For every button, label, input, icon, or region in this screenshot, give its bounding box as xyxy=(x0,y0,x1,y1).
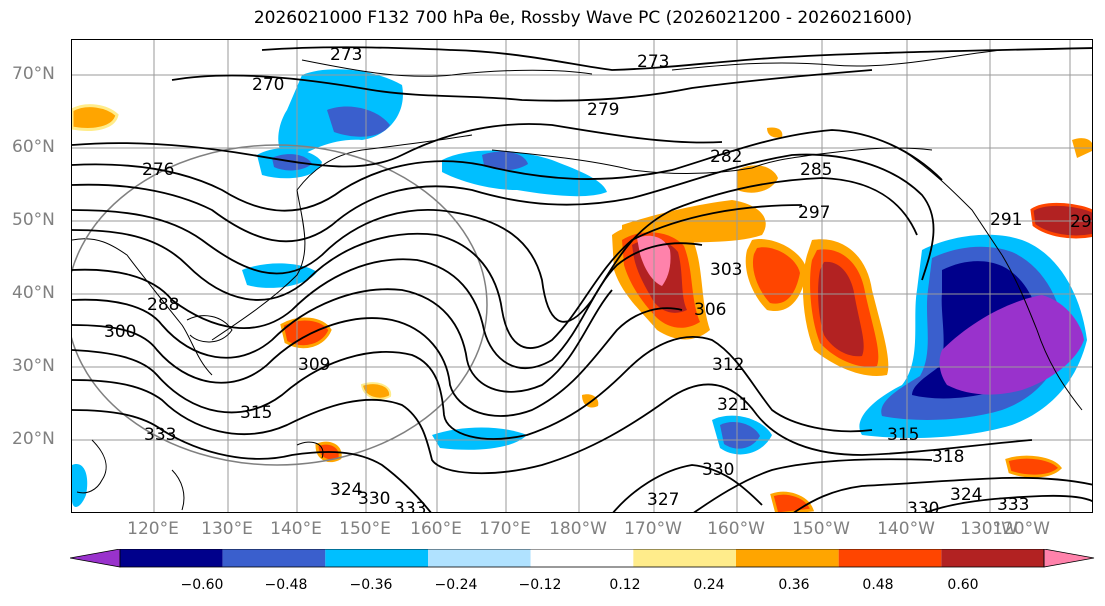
map-title: 2026021000 F132 700 hPa θe, Rossby Wave … xyxy=(253,8,913,28)
coastlines xyxy=(72,49,1083,511)
lon-label-170w: 170°W xyxy=(624,519,682,539)
contour-label: 273 xyxy=(330,45,362,65)
colorbar-extend-low xyxy=(70,549,121,568)
lat-label-20n: 20°N xyxy=(12,429,55,449)
colorbar-tick: 0.60 xyxy=(947,577,979,593)
lat-label-60n: 60°N xyxy=(12,137,55,157)
lon-label-170e: 170°E xyxy=(479,519,531,539)
colorbar-bin xyxy=(736,549,839,567)
contour-label: 309 xyxy=(298,355,330,375)
colorbar-bin xyxy=(530,549,634,567)
contour-label: 324 xyxy=(330,480,362,500)
contour-label: 330 xyxy=(358,489,390,509)
contour-label: 306 xyxy=(694,300,726,320)
colorbar xyxy=(70,549,1095,568)
lon-label-160e: 160°E xyxy=(410,519,462,539)
lon-label-150e: 150°E xyxy=(339,519,391,539)
map-panel: 273 273 270 279 276 282 285 297 288 300 … xyxy=(71,39,1093,513)
colorbar-bin xyxy=(633,549,736,567)
lon-label-130e: 130°E xyxy=(201,519,253,539)
colorbar-extend-high xyxy=(1043,549,1095,568)
contour-label: 29 xyxy=(1070,212,1092,232)
lat-label-70n: 70°N xyxy=(12,64,55,84)
contour-label: 318 xyxy=(932,447,964,467)
colorbar-tick: 0.12 xyxy=(609,577,641,593)
lon-label-120w: 120°W xyxy=(992,519,1050,539)
colorbar-outline xyxy=(119,549,1045,568)
contour-label: 285 xyxy=(800,160,832,180)
theta-e-contours xyxy=(72,46,1092,512)
contour-label: 321 xyxy=(717,395,749,415)
colorbar-tick: 0.36 xyxy=(778,577,810,593)
colorbar-tick: −0.48 xyxy=(264,577,308,593)
colorbar-bin xyxy=(222,549,326,567)
lon-label-120e: 120°E xyxy=(127,519,179,539)
contour-label: 330 xyxy=(907,499,939,513)
contour-label: 273 xyxy=(637,52,669,72)
lat-label-30n: 30°N xyxy=(12,356,55,376)
contour-label: 333 xyxy=(394,499,426,513)
contour-label: 312 xyxy=(712,355,744,375)
colorbar-tick: −0.60 xyxy=(180,577,224,593)
graticule xyxy=(72,40,1092,512)
lon-label-130w: 130°W xyxy=(960,519,1018,539)
contour-label: 333 xyxy=(997,495,1029,513)
contour-label: 330 xyxy=(702,460,734,480)
colorbar-bin xyxy=(120,549,223,567)
contour-label: 333 xyxy=(144,425,176,445)
map-canvas: 273 273 270 279 276 282 285 297 288 300 … xyxy=(72,40,1092,513)
reference-circle xyxy=(72,144,488,466)
colorbar-tick: −0.36 xyxy=(349,577,393,593)
contour-label: 297 xyxy=(798,203,830,223)
contour-label: 315 xyxy=(240,403,272,423)
contour-label: 315 xyxy=(887,425,919,445)
anomaly-shading xyxy=(72,69,1092,512)
contour-label: 291 xyxy=(990,210,1022,230)
colorbar-tick: −0.12 xyxy=(518,577,562,593)
colorbar-bin xyxy=(325,549,428,567)
contour-label: 276 xyxy=(142,160,174,180)
colorbar-bin xyxy=(838,549,942,567)
lon-label-140w: 140°W xyxy=(877,519,935,539)
lon-label-160w: 160°W xyxy=(707,519,765,539)
contour-label: 327 xyxy=(647,490,679,510)
contour-label: 324 xyxy=(950,485,982,505)
colorbar-tick: 0.24 xyxy=(693,577,725,593)
contour-label: 303 xyxy=(710,260,742,280)
colorbar-tick: −0.24 xyxy=(434,577,478,593)
contour-label: 300 xyxy=(104,322,136,342)
lon-label-180w: 180°W xyxy=(549,519,607,539)
contour-label: 279 xyxy=(587,100,619,120)
colorbar-bin xyxy=(428,549,531,567)
lat-label-50n: 50°N xyxy=(12,210,55,230)
lon-label-140e: 140°E xyxy=(270,519,322,539)
contour-label: 288 xyxy=(147,295,179,315)
lat-label-40n: 40°N xyxy=(12,283,55,303)
colorbar-segments xyxy=(70,549,1095,568)
colorbar-bin xyxy=(941,549,1044,567)
lon-label-150w: 150°W xyxy=(792,519,850,539)
contour-labels: 273 273 270 279 276 282 285 297 288 300 … xyxy=(104,45,1092,513)
colorbar-tick: 0.48 xyxy=(862,577,894,593)
contour-label: 270 xyxy=(252,75,284,95)
contour-label: 282 xyxy=(710,147,742,167)
